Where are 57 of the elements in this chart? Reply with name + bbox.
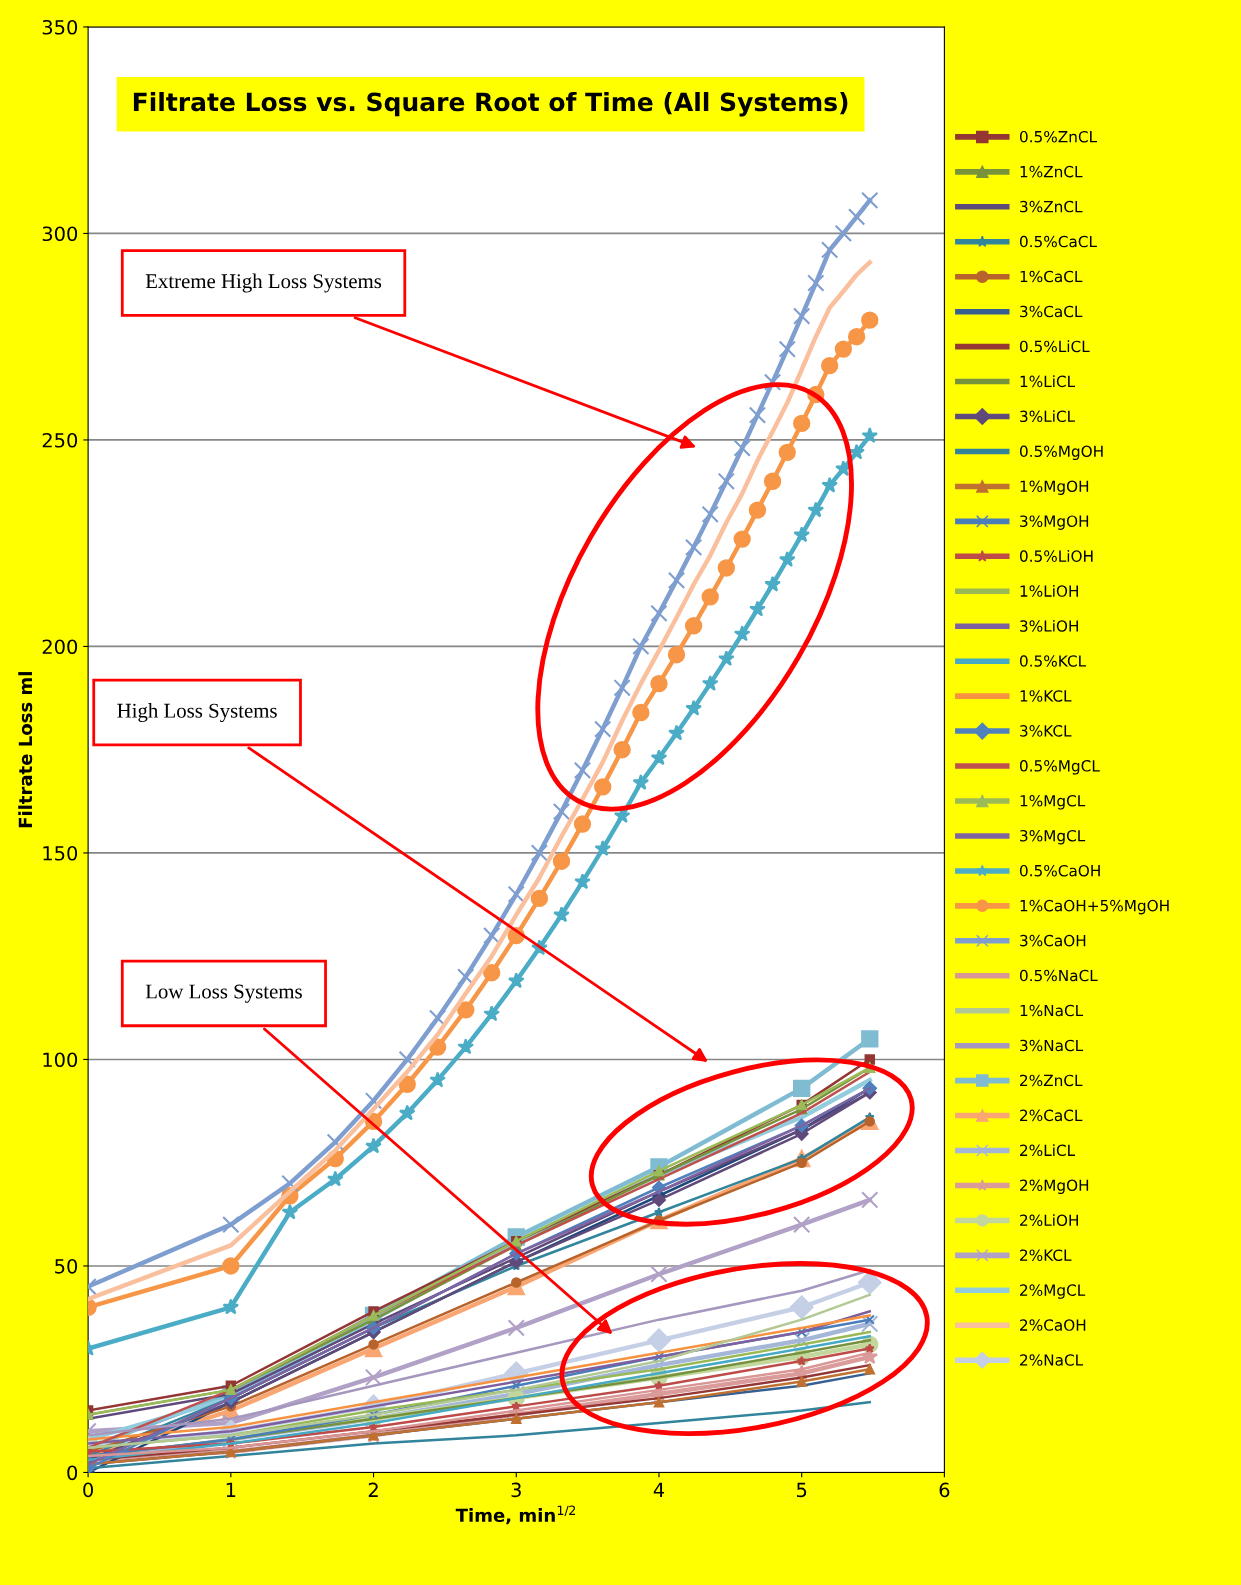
legend-label: 3%ZnCL [1020,200,1083,213]
legend-label: 3%MgCL [1020,829,1086,845]
legend-label: 1%ZnCL [1020,165,1083,178]
annotation: Low Loss Systems [145,984,302,1003]
legend-label: 0.5%ZnCL [1019,130,1098,143]
y-tick-label: 200 [42,639,78,655]
y-tick-label: 150 [43,845,78,861]
legend-label: 0.5%KCL [1019,655,1087,667]
y-tick-label: 350 [42,19,78,35]
legend-label: 3%NaCL [1020,1039,1084,1052]
legend-label: 0.5%MgCL [1019,760,1100,775]
legend-label: 1%LiOH [1020,585,1078,597]
legend-label: 2%KCL [1020,1249,1072,1261]
legend-label: 1%NaCL [1020,1004,1084,1017]
legend-label: 1%LiCL [1020,375,1076,388]
x-tick-label: 4 [653,1482,665,1497]
legend-label: 2%CaOH [1020,1319,1086,1331]
x-tick-label: 1 [226,1482,236,1497]
legend-label: 0.5%CaCL [1019,235,1097,248]
legend-label: 3%LiOH [1020,619,1078,632]
legend-label: 3%MgOH [1020,515,1089,530]
legend-label: 1%KCL [1020,690,1072,702]
legend-label: 0.5%CaOH [1019,864,1100,877]
legend-label: 0.5%LiOH [1019,550,1093,562]
x-axis-title: Time, min$^{1/2}$ [455,1505,576,1525]
legend-label: 1%CaCL [1020,270,1083,283]
x-tick-label: 3 [511,1482,521,1498]
x-tick-label: 2 [368,1482,378,1497]
legend-label: 1%MgCL [1020,795,1086,810]
legend-label: 2%MgOH [1020,1179,1089,1195]
legend-label: 2%LiOH [1020,1214,1078,1226]
legend-label: 0.5%LiCL [1019,340,1090,353]
y-tick-label: 100 [43,1052,78,1068]
legend-label: 0.5%NaCL [1019,969,1098,982]
legend-label: 2%MgCL [1020,1284,1086,1299]
legend-label: 3%KCL [1020,725,1072,737]
x-tick-label: 0 [83,1482,94,1498]
legend-label: 0.5%MgOH [1019,445,1103,460]
annotation: High Loss Systems [117,703,277,723]
legend-label: 1%MgOH [1020,480,1089,495]
legend-label: 3%LiCL [1020,410,1076,423]
y-tick-label: 0 [67,1465,78,1481]
y-tick-label: 250 [42,432,78,448]
legend-label: 3%CaOH [1020,934,1086,947]
legend-label: 2%CaCL [1020,1109,1083,1122]
y-axis-title: Filtrate Loss ml [18,672,33,828]
text: Filtrate Loss vs. Square Root of Time (All Systems) [133,91,848,117]
y-tick-label: 300 [42,226,78,242]
legend-label: 2%NaCL [1020,1354,1084,1366]
annotation: Extreme High Loss Systems [145,273,382,293]
legend-label: 1%CaOH+5%MgOH [1020,899,1169,915]
legend-label: 3%CaCL [1020,305,1083,318]
x-tick-label: 5 [797,1482,807,1498]
x-tick-label: 6 [939,1482,950,1498]
legend-label: 2%ZnCL [1020,1074,1083,1087]
legend-label: 2%LiCL [1020,1144,1076,1157]
y-tick-label: 50 [55,1258,78,1274]
